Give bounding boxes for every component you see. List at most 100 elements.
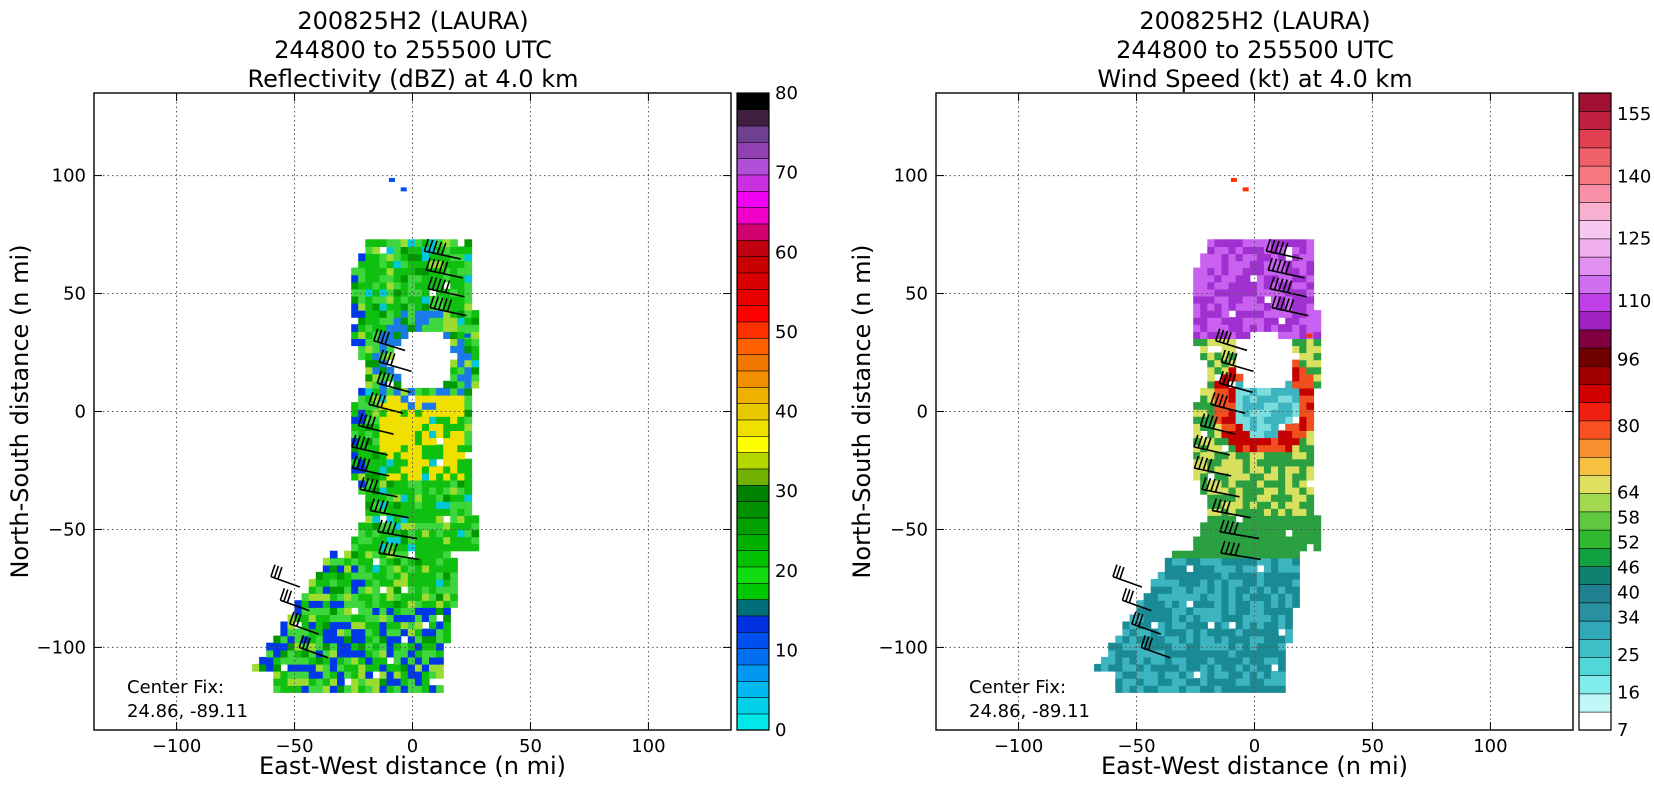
field-cell (1242, 187, 1249, 192)
field-cell (450, 267, 458, 276)
field-cell (344, 593, 352, 601)
colorbar-swatch (1578, 456, 1612, 476)
field-cell (1278, 515, 1286, 523)
field-cell (421, 239, 430, 247)
field-cell (1285, 310, 1293, 318)
field-cell (358, 317, 366, 325)
field-cell (1207, 395, 1215, 403)
field-cell (386, 451, 395, 460)
colorbar-tick-label: 155 (1617, 104, 1651, 125)
field-cell (421, 465, 430, 474)
field-cell (1214, 557, 1223, 566)
wind-barb (1212, 509, 1251, 519)
field-cell (1306, 465, 1315, 474)
field-cell (1221, 522, 1230, 531)
field-cell (1299, 536, 1307, 545)
field-cell (1221, 345, 1230, 354)
field-cell (266, 656, 274, 665)
field-cell (443, 267, 451, 276)
field-cell (386, 501, 395, 509)
field-cell (1228, 642, 1237, 651)
field-cell (1207, 465, 1215, 474)
field-cell (1278, 409, 1286, 417)
field-cell (464, 444, 473, 453)
field-cell (1278, 472, 1286, 481)
field-cell (294, 663, 303, 672)
field-cell (1313, 338, 1322, 347)
field-cell (1214, 571, 1223, 580)
field-cell (365, 600, 373, 608)
wind-barb-feather (364, 458, 371, 472)
field-cell (1292, 564, 1300, 573)
field-cell (1256, 246, 1265, 255)
field-cell (365, 472, 373, 481)
field-cell (471, 331, 480, 339)
field-cell (1292, 380, 1300, 389)
colorbar-swatch (736, 664, 770, 682)
field-cell (1256, 522, 1265, 531)
field-cell (386, 458, 395, 467)
field-cell (1164, 607, 1173, 615)
wind-barb-feather (1140, 635, 1147, 648)
field-cell (1278, 260, 1286, 269)
field-cell (1292, 338, 1300, 347)
field-cell (436, 515, 444, 523)
field-cell (464, 288, 473, 297)
field-cell (1299, 529, 1307, 538)
field-cell (344, 656, 352, 665)
field-cell (1285, 303, 1293, 311)
field-cell (464, 267, 473, 276)
wind-barb-feather (1218, 329, 1225, 343)
field-cell (443, 458, 451, 467)
field-cell (1193, 543, 1201, 552)
field-cell (1249, 324, 1258, 332)
field-cell (414, 536, 423, 545)
colorbar-tick-label: 64 (1617, 483, 1640, 504)
field-cell (386, 395, 395, 403)
field-cell (372, 352, 381, 361)
field-cell (1186, 557, 1194, 566)
field-cell (1207, 423, 1215, 431)
wind-barb-feather (1284, 261, 1291, 275)
field-cell (1235, 635, 1244, 644)
field-cell (400, 387, 409, 396)
field-cell (329, 586, 338, 594)
field-cell (379, 472, 388, 481)
field-cell (358, 571, 366, 580)
field-cell (421, 571, 430, 580)
field-cell (315, 593, 324, 601)
field-cell (1214, 458, 1223, 467)
field-cell (379, 564, 388, 573)
field-cell (400, 628, 409, 637)
field-cell (344, 649, 352, 658)
colorbar-swatch (1578, 584, 1612, 604)
colorbar-tick-label: 16 (1617, 683, 1640, 704)
field-cell (1292, 267, 1300, 276)
wind-barb-feather (384, 373, 390, 386)
colorbar-swatch (1578, 129, 1612, 149)
field-cell (1271, 479, 1279, 488)
field-cell (1278, 416, 1286, 424)
field-cell (322, 685, 331, 693)
field-cell (1186, 628, 1194, 637)
wind-barb (1131, 623, 1162, 635)
field-cell (443, 317, 451, 325)
field-cell (365, 267, 373, 276)
field-cell (365, 607, 373, 615)
colorbar-tick-label: 52 (1617, 533, 1640, 554)
field-cell (1235, 621, 1244, 630)
field-cell (1186, 593, 1194, 601)
field-cell (358, 402, 366, 410)
field-cell (1179, 635, 1187, 644)
field-cell (365, 338, 373, 347)
field-cell (414, 317, 423, 325)
field-cell (1186, 614, 1194, 623)
field-cell (386, 409, 395, 417)
field-cell (1278, 536, 1286, 545)
field-cell (1242, 409, 1251, 417)
colorbar-swatch (1578, 92, 1612, 112)
field-cell (358, 614, 366, 623)
field-cell (1228, 494, 1237, 502)
wind-barb-feather (434, 259, 440, 273)
colorbar-tick-label: 40 (775, 402, 798, 423)
